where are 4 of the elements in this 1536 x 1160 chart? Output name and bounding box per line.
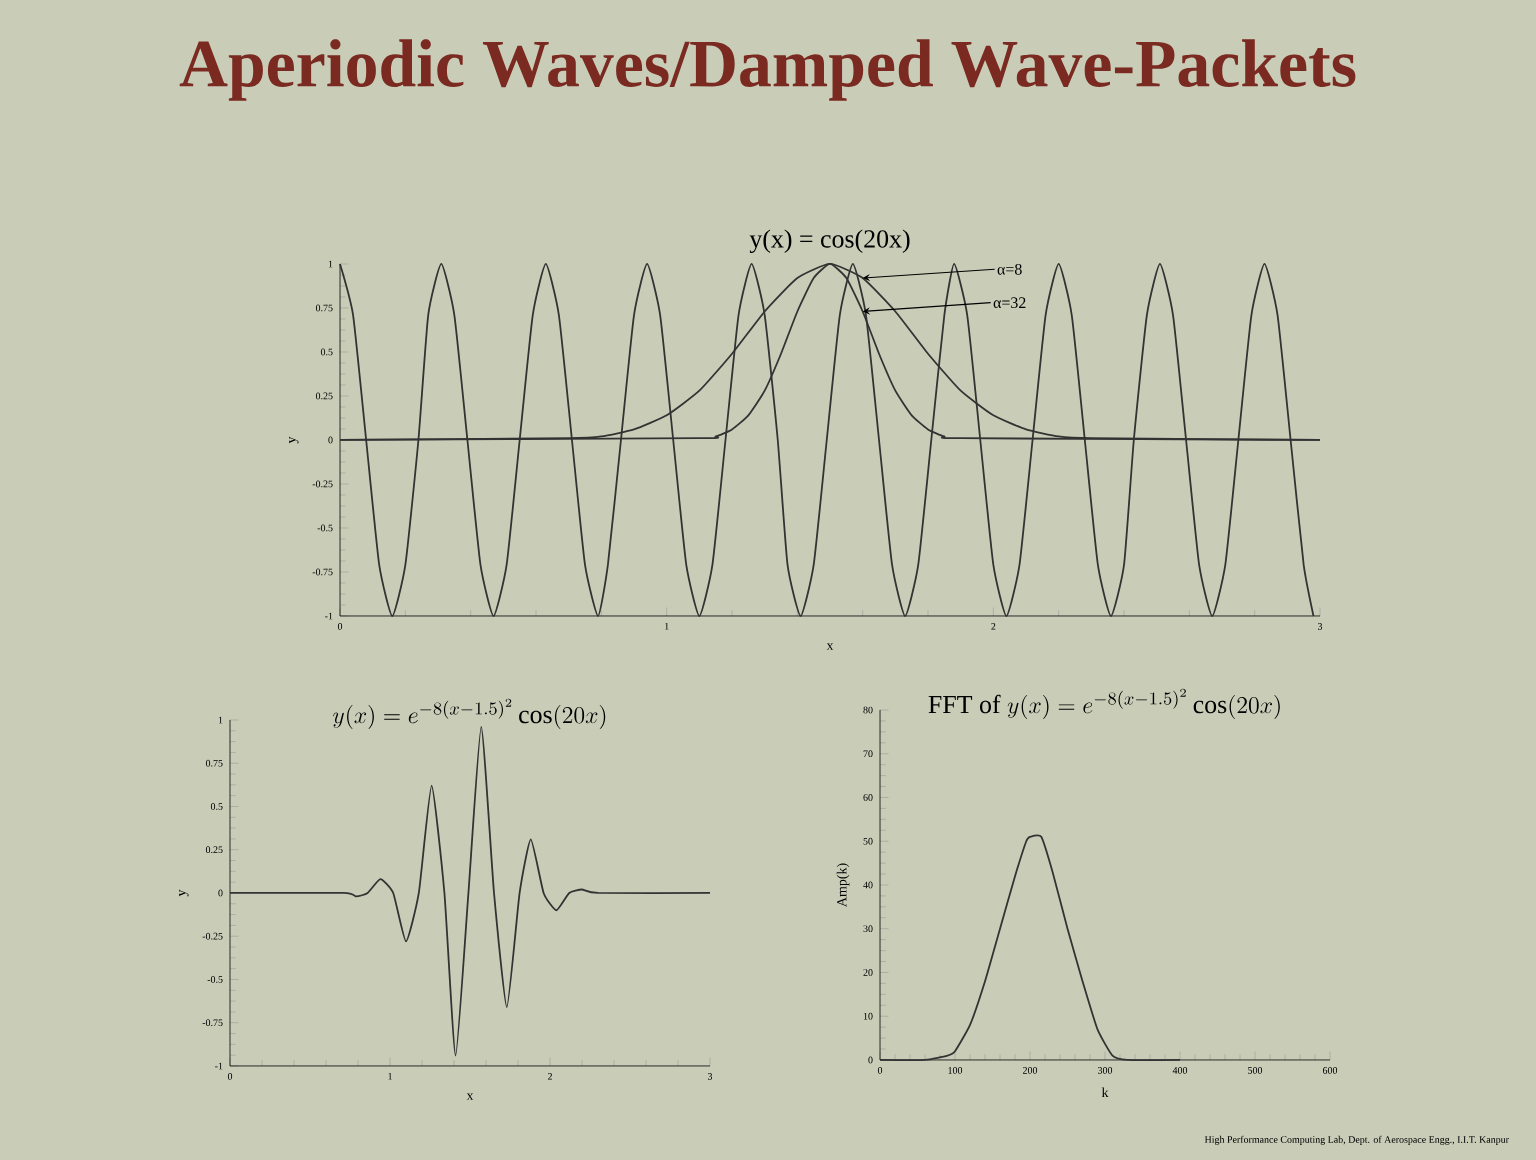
chart-title: $\mathrm{FFT\ of}\ y(x) = e^{-8(x-1.5)^2}\cos(20x)$	[928, 688, 1280, 720]
chart-title: Aperiodic Waves/Damped Wave-Packets	[179, 39, 1356, 101]
chart-subtitle: y(x) = cos(20x)	[749, 229, 910, 253]
chart-title: $y(x) = e^{-8(x-1.5)^2}\cos(20x)$	[333, 698, 606, 729]
